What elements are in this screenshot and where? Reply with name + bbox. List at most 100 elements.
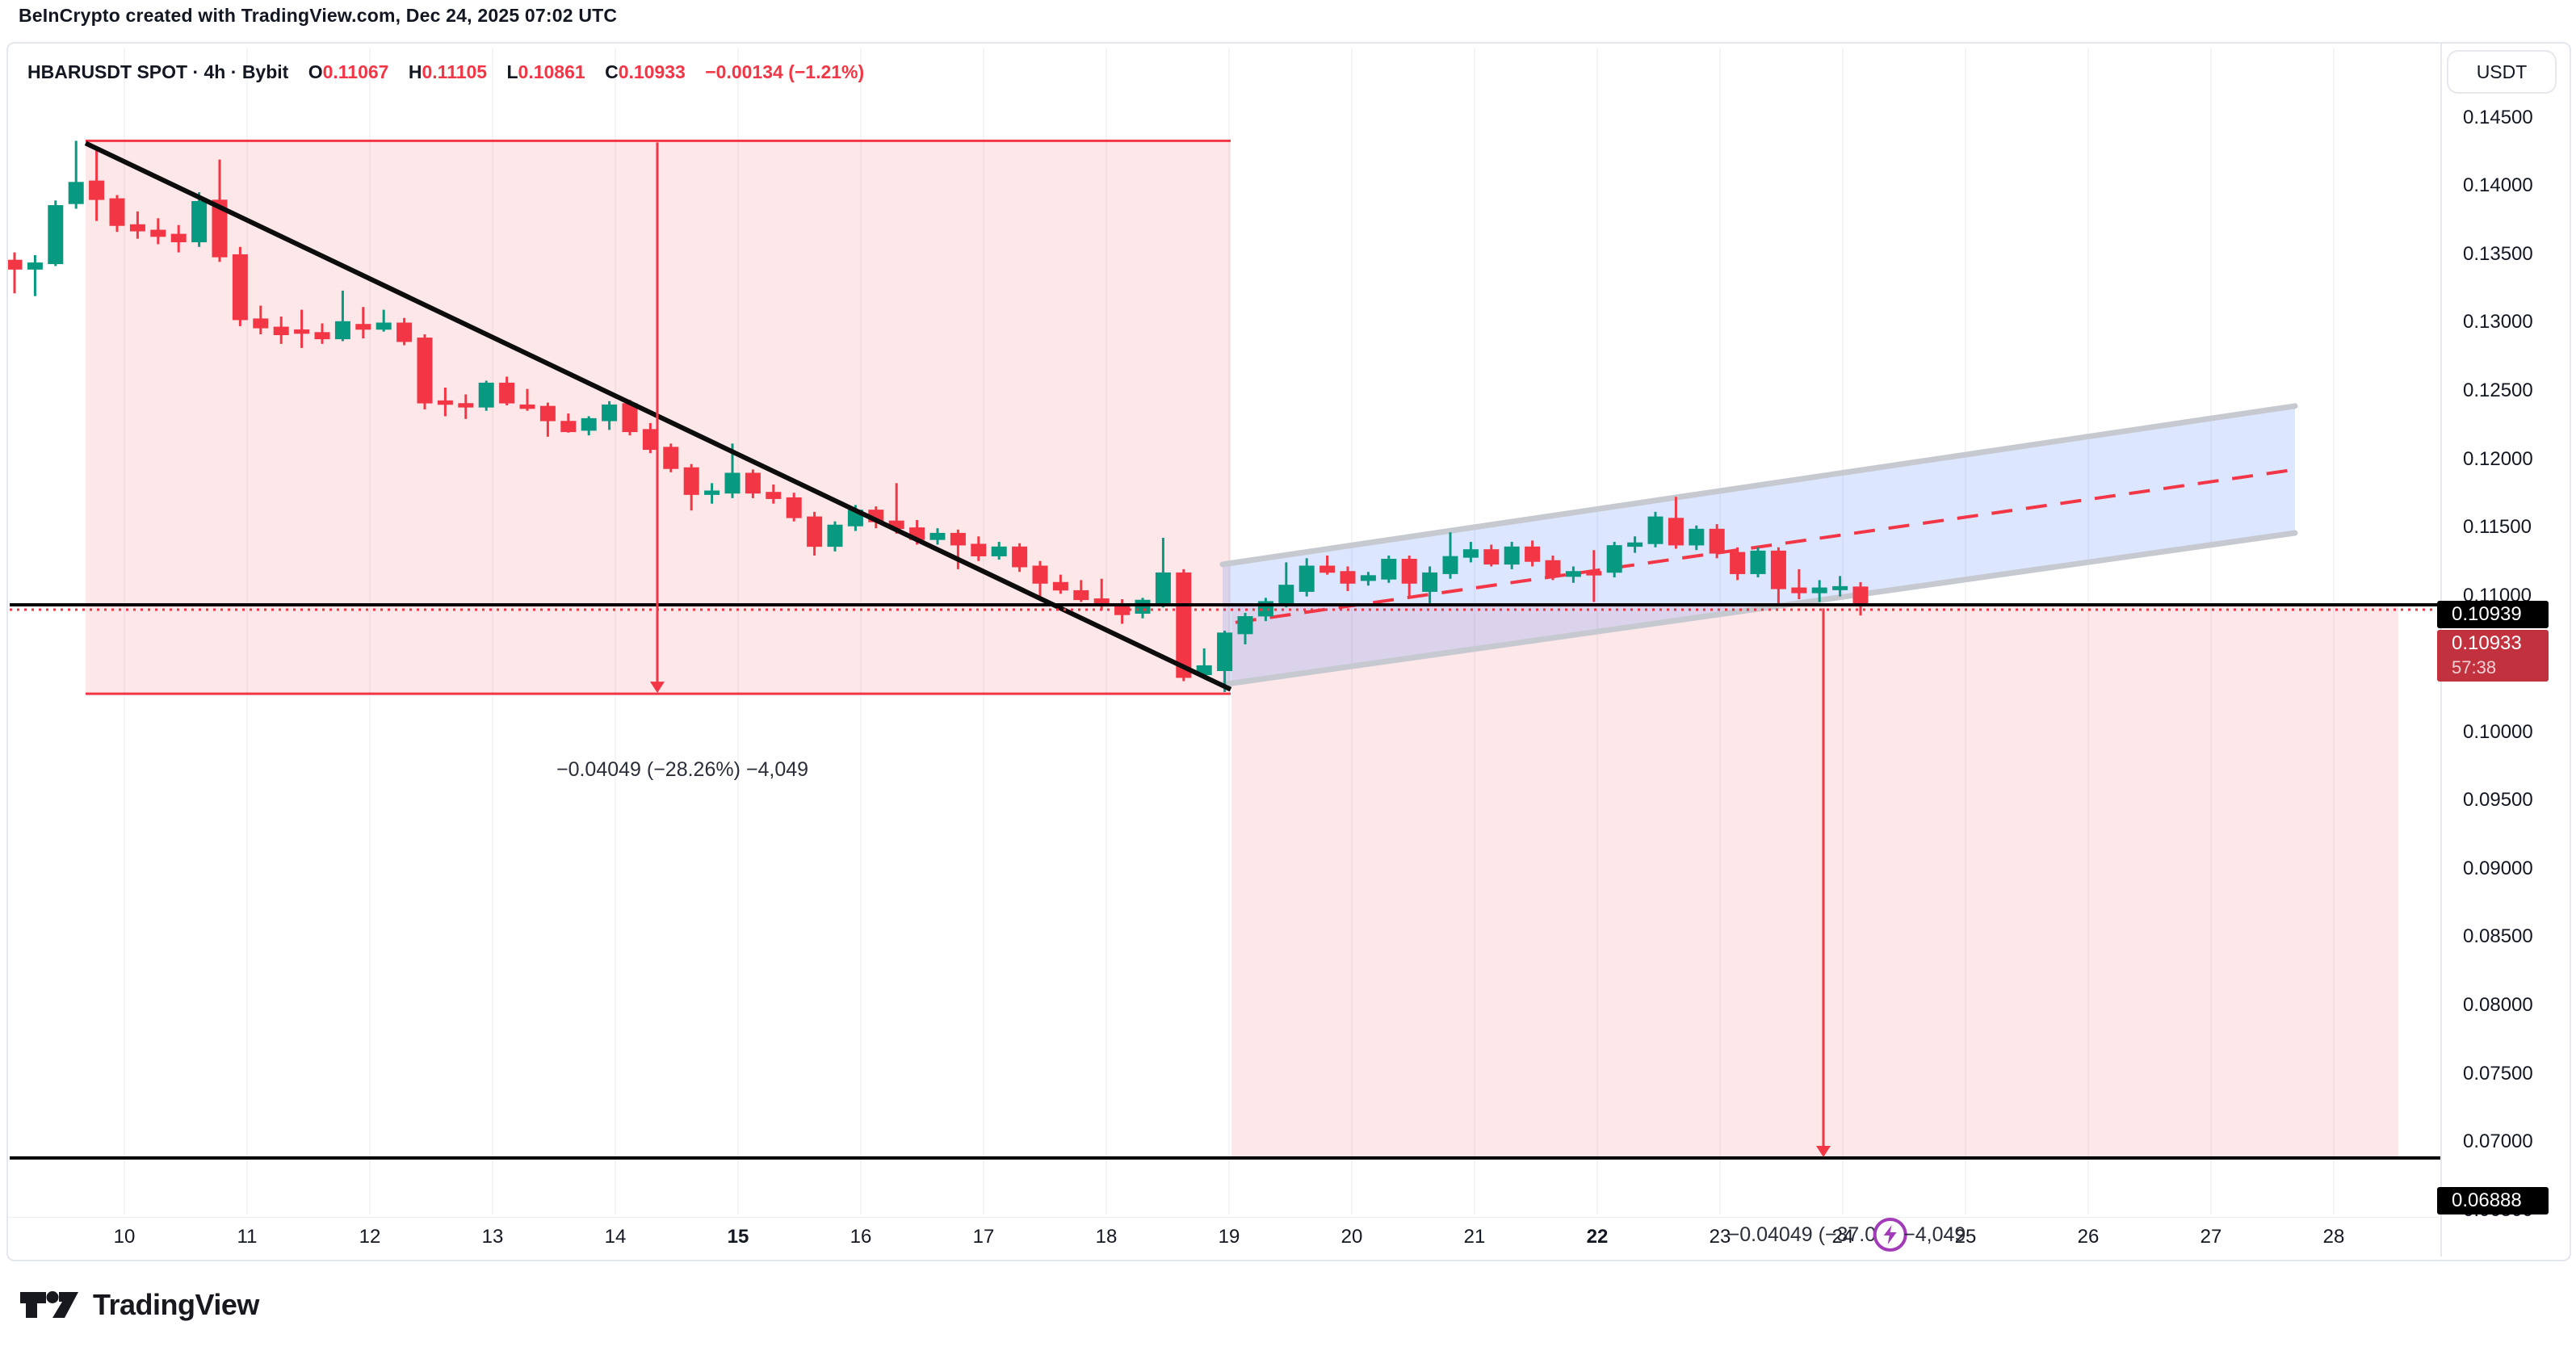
candle (1504, 546, 1520, 565)
candle (1709, 528, 1725, 554)
candle (745, 472, 761, 494)
candle (170, 233, 187, 243)
range-arrow-right-head (1816, 1146, 1831, 1158)
interval: 4h (203, 61, 226, 82)
candle (1730, 552, 1746, 574)
candle (971, 543, 987, 556)
candle (1298, 565, 1315, 592)
candle (314, 332, 330, 340)
candle (499, 382, 515, 404)
candle (1606, 545, 1622, 573)
price-tick-label: 0.08000 (2463, 993, 2533, 1016)
candle (1668, 518, 1684, 546)
price-tick-label: 0.12000 (2463, 447, 2533, 470)
candle (458, 403, 474, 408)
price-tick-label: 0.14500 (2463, 106, 2533, 128)
open-value: 0.11067 (322, 61, 389, 82)
time-tick-label: 17 (972, 1226, 995, 1248)
candle (109, 198, 125, 226)
candle (560, 421, 577, 433)
price-tick-label: 0.07000 (2463, 1131, 2533, 1153)
flash-icon[interactable] (1873, 1218, 1907, 1252)
candle (827, 524, 843, 547)
candle (1442, 556, 1458, 574)
candle (375, 322, 392, 330)
range-arrow-left-head (650, 682, 665, 694)
lower-hline-price-label: 0.06888 (2437, 1187, 2549, 1215)
candle (642, 429, 658, 451)
chart-panel: HBARUSDT SPOT · 4h · Bybit O0.11067 H0.1… (6, 42, 2571, 1261)
candle (191, 200, 208, 243)
footer-logo[interactable]: TradingView (19, 1287, 259, 1323)
close-label: C (605, 61, 619, 82)
candle (294, 329, 310, 334)
time-tick-label: 20 (1340, 1226, 1363, 1248)
price-tick-label: 0.09500 (2463, 789, 2533, 812)
price-tick-label: 0.07500 (2463, 1062, 2533, 1084)
candle (539, 405, 556, 422)
price-tick-label: 0.13500 (2463, 242, 2533, 265)
candle (334, 321, 350, 340)
candle (1627, 542, 1643, 547)
candle (950, 532, 966, 546)
time-axis-separator (8, 1217, 2439, 1218)
time-tick-label: 25 (1954, 1226, 1977, 1248)
time-tick-label: 19 (1218, 1226, 1240, 1248)
candle (273, 326, 289, 336)
time-tick-label: 28 (2322, 1226, 2345, 1248)
candle (704, 490, 720, 495)
candle (478, 382, 494, 408)
channel-median-line (1235, 468, 2292, 624)
candle (1565, 571, 1581, 577)
candle (1381, 559, 1397, 580)
candle (1032, 565, 1048, 584)
price-tick-label: 0.10000 (2463, 720, 2533, 743)
time-tick-label: 10 (113, 1226, 136, 1248)
channel-fill (1223, 405, 2295, 685)
chart-canvas[interactable] (8, 44, 2570, 1256)
candle (1360, 575, 1376, 581)
time-tick-label: 15 (727, 1226, 749, 1248)
candle (1483, 549, 1500, 565)
candle (1278, 585, 1294, 605)
candle (355, 324, 371, 330)
price-tick-label: 0.13000 (2463, 311, 2533, 334)
candle (1135, 599, 1151, 614)
candle (991, 546, 1007, 556)
candle (1770, 550, 1786, 589)
channel-upper-line (1219, 403, 2298, 568)
candle (1340, 571, 1356, 584)
candle (1525, 546, 1541, 562)
candle (253, 318, 269, 329)
symbol-name: HBARUSDT SPOT (27, 61, 188, 82)
currency-unit-button[interactable]: USDT (2447, 50, 2557, 94)
candle (683, 467, 699, 495)
close-value: 0.10933 (618, 61, 686, 82)
candle (1689, 528, 1705, 546)
candle (89, 180, 105, 200)
low-value: 0.10861 (518, 61, 585, 82)
candle (1237, 616, 1253, 635)
symbol-legend[interactable]: HBARUSDT SPOT · 4h · Bybit O0.11067 H0.1… (27, 61, 864, 83)
price-tick-label: 0.08500 (2463, 925, 2533, 948)
exchange: Bybit (241, 61, 289, 82)
price-tick-label: 0.12500 (2463, 380, 2533, 402)
time-tick-label: 18 (1095, 1226, 1118, 1248)
time-tick-label: 26 (2077, 1226, 2100, 1248)
time-tick-label: 13 (481, 1226, 504, 1248)
candle (1811, 587, 1827, 594)
candle (8, 259, 23, 270)
candle (602, 404, 618, 422)
high-label: H (408, 61, 422, 82)
page-title: BeInCrypto created with TradingView.com,… (19, 5, 618, 26)
bar-countdown: 57:38 (2452, 657, 2497, 678)
candle (129, 224, 145, 232)
candle (724, 472, 740, 494)
candle (1462, 549, 1479, 558)
candle (1750, 550, 1766, 574)
candle (1545, 560, 1561, 577)
low-label: L (506, 61, 518, 82)
price-tick-label: 0.09000 (2463, 857, 2533, 879)
candle (1176, 572, 1192, 678)
high-value: 0.11105 (422, 61, 488, 82)
